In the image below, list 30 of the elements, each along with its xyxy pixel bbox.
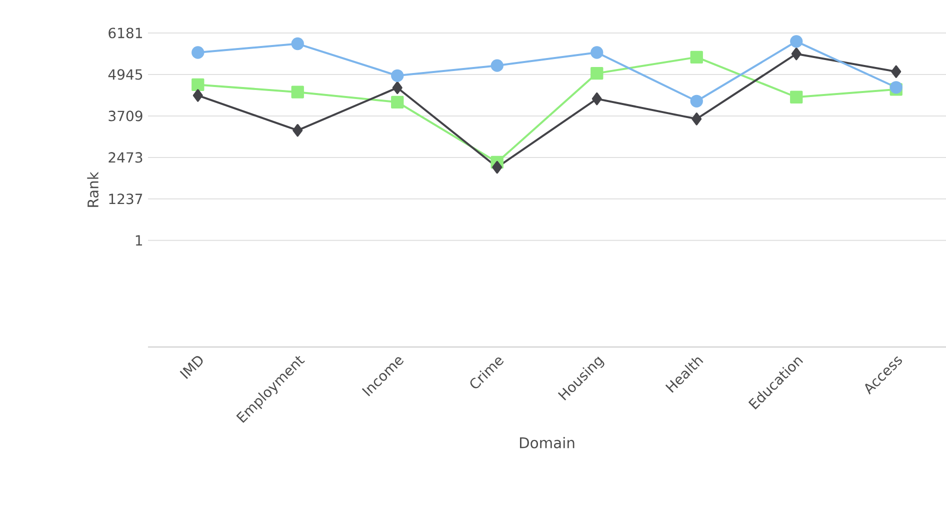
y-tick-label: 1237: [109, 194, 142, 204]
y-tick-label: 6181: [108, 28, 142, 38]
point: [790, 35, 803, 48]
point: [692, 112, 702, 126]
point: [590, 46, 604, 59]
point: [392, 81, 402, 94]
y-tick-label: 3709: [108, 110, 142, 122]
point: [690, 50, 703, 64]
point: [291, 86, 304, 98]
y-axis-title: Rank: [87, 172, 99, 207]
point: [192, 46, 204, 59]
y-tick-label: 2473: [108, 152, 142, 163]
y-tick-label: 1: [136, 235, 142, 246]
point: [690, 94, 703, 108]
point: [492, 160, 502, 174]
point: [391, 69, 404, 82]
point: [192, 78, 204, 92]
point: [490, 59, 504, 72]
point: [592, 92, 602, 106]
x-tick-label: IMD: [180, 356, 203, 379]
point: [291, 37, 304, 50]
point: [791, 48, 802, 60]
point: [790, 90, 803, 104]
point: [590, 66, 604, 80]
point: [192, 89, 203, 102]
point: [292, 124, 303, 137]
point: [891, 65, 902, 78]
y-tick-label: 4945: [108, 69, 142, 80]
x-axis-title: Domain: [520, 436, 574, 448]
point: [391, 96, 404, 108]
